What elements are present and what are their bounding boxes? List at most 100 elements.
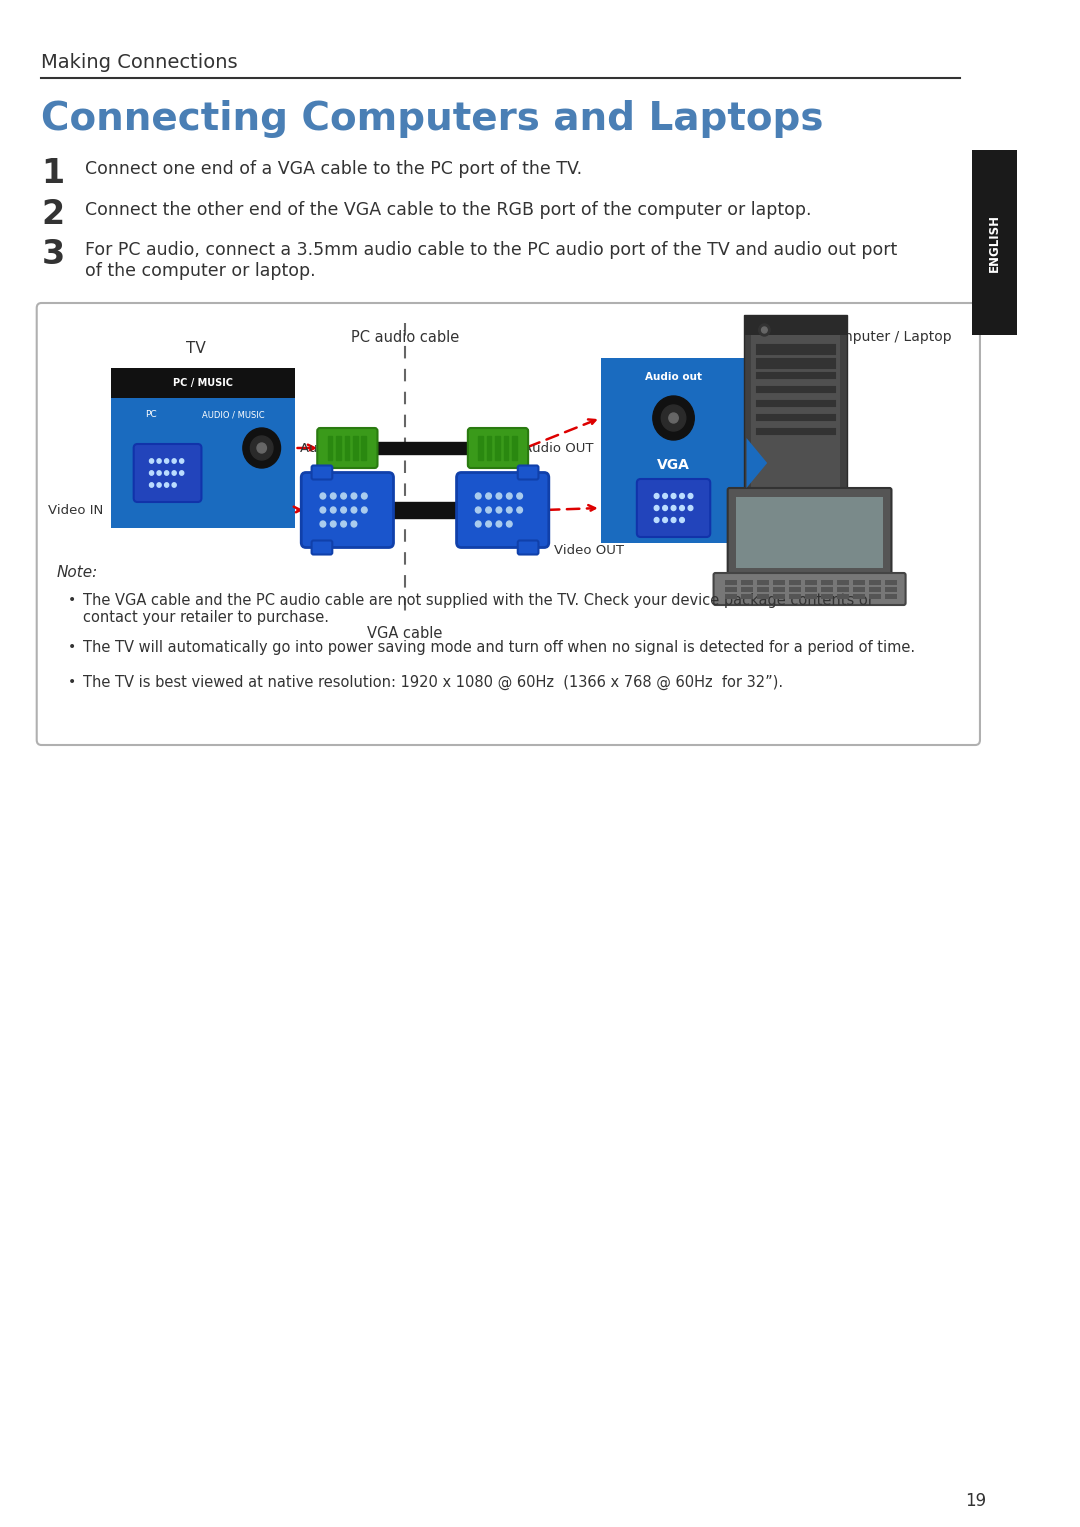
- Bar: [755, 508, 836, 510]
- Text: PC: PC: [145, 411, 157, 418]
- Circle shape: [362, 493, 367, 499]
- Circle shape: [654, 518, 659, 522]
- Circle shape: [257, 443, 267, 454]
- Bar: [853, 580, 865, 585]
- Circle shape: [330, 521, 336, 527]
- Bar: [741, 580, 753, 585]
- Circle shape: [679, 493, 685, 498]
- Bar: [755, 344, 836, 354]
- Circle shape: [149, 470, 153, 475]
- Bar: [773, 594, 785, 599]
- Circle shape: [654, 505, 659, 510]
- Circle shape: [320, 493, 326, 499]
- Circle shape: [679, 518, 685, 522]
- Circle shape: [351, 507, 356, 513]
- Bar: [752, 324, 839, 518]
- Text: 19: 19: [964, 1492, 986, 1510]
- Circle shape: [507, 521, 512, 527]
- Text: 1: 1: [41, 157, 65, 189]
- Circle shape: [320, 521, 326, 527]
- Bar: [725, 586, 737, 592]
- Bar: [111, 399, 295, 528]
- Circle shape: [671, 518, 676, 522]
- Text: Connect the other end of the VGA cable to the RGB port of the computer or laptop: Connect the other end of the VGA cable t…: [84, 202, 811, 218]
- FancyBboxPatch shape: [517, 466, 539, 479]
- Bar: [885, 586, 897, 592]
- Text: 3: 3: [41, 238, 65, 270]
- Bar: [389, 502, 461, 518]
- FancyBboxPatch shape: [134, 444, 202, 502]
- Circle shape: [654, 493, 659, 498]
- Text: AUDIO / MUSIC: AUDIO / MUSIC: [202, 411, 265, 418]
- Text: VGA: VGA: [657, 458, 690, 472]
- Bar: [869, 586, 881, 592]
- FancyBboxPatch shape: [468, 428, 528, 467]
- Bar: [478, 437, 483, 460]
- Bar: [755, 399, 836, 408]
- Polygon shape: [746, 438, 767, 489]
- Circle shape: [507, 493, 512, 499]
- Text: ENGLISH: ENGLISH: [988, 214, 1001, 272]
- Circle shape: [688, 505, 693, 510]
- Bar: [757, 594, 769, 599]
- Circle shape: [496, 493, 502, 499]
- Circle shape: [671, 493, 676, 498]
- Bar: [853, 586, 865, 592]
- Text: For PC audio, connect a 3.5mm audio cable to the PC audio port of the TV and aud: For PC audio, connect a 3.5mm audio cabl…: [84, 241, 897, 279]
- Circle shape: [486, 507, 491, 513]
- Circle shape: [652, 395, 694, 440]
- Circle shape: [351, 521, 356, 527]
- Text: The TV will automatically go into power saving mode and turn off when no signal : The TV will automatically go into power …: [83, 640, 915, 655]
- Circle shape: [172, 470, 176, 475]
- Circle shape: [179, 458, 184, 463]
- Circle shape: [351, 493, 356, 499]
- Circle shape: [330, 493, 336, 499]
- Text: The TV is best viewed at native resolution: 1920 x 1080 @ 60Hz  (1366 x 768 @ 60: The TV is best viewed at native resoluti…: [83, 675, 783, 690]
- FancyBboxPatch shape: [728, 489, 891, 577]
- Bar: [503, 437, 509, 460]
- Bar: [821, 580, 833, 585]
- Bar: [375, 441, 471, 454]
- Text: Audio out: Audio out: [645, 373, 702, 382]
- Bar: [744, 315, 847, 525]
- Text: Video IN: Video IN: [49, 504, 104, 516]
- Circle shape: [663, 493, 667, 498]
- Text: •: •: [68, 640, 76, 654]
- FancyBboxPatch shape: [457, 472, 549, 548]
- Bar: [805, 580, 818, 585]
- Text: Audio IN: Audio IN: [300, 441, 356, 455]
- Bar: [755, 385, 836, 392]
- Bar: [869, 594, 881, 599]
- Bar: [805, 594, 818, 599]
- Text: Computer / Laptop: Computer / Laptop: [821, 330, 951, 344]
- Circle shape: [172, 458, 176, 463]
- FancyBboxPatch shape: [301, 472, 393, 548]
- Bar: [773, 580, 785, 585]
- FancyBboxPatch shape: [517, 541, 539, 554]
- Circle shape: [341, 507, 347, 513]
- Bar: [788, 586, 801, 592]
- Bar: [741, 594, 753, 599]
- Circle shape: [507, 507, 512, 513]
- Bar: [837, 580, 849, 585]
- Bar: [737, 496, 883, 568]
- Bar: [821, 586, 833, 592]
- Circle shape: [164, 458, 168, 463]
- Circle shape: [251, 437, 273, 460]
- Bar: [755, 499, 836, 502]
- Bar: [755, 504, 836, 505]
- Bar: [741, 586, 753, 592]
- Circle shape: [486, 493, 491, 499]
- Circle shape: [475, 493, 481, 499]
- FancyBboxPatch shape: [37, 302, 980, 745]
- Bar: [327, 437, 333, 460]
- Circle shape: [164, 483, 168, 487]
- Bar: [853, 594, 865, 599]
- Circle shape: [759, 324, 770, 336]
- Circle shape: [671, 505, 676, 510]
- Circle shape: [320, 507, 326, 513]
- Text: •: •: [68, 592, 76, 608]
- Circle shape: [517, 493, 523, 499]
- FancyBboxPatch shape: [714, 573, 906, 605]
- Bar: [600, 357, 746, 544]
